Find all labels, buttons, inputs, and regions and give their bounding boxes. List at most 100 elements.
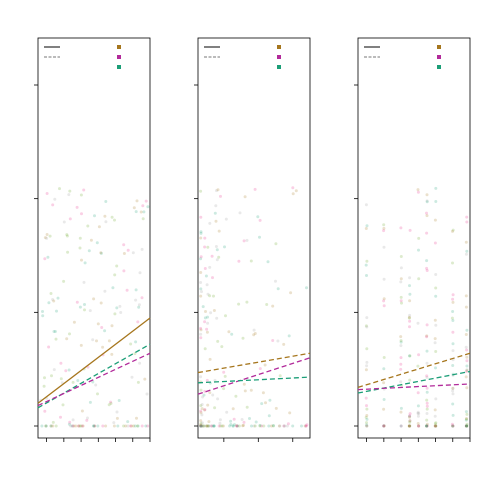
scatter-point [399,277,403,281]
scatter-point [382,424,386,427]
scatter-point [116,424,120,428]
scatter-point [399,226,403,230]
scatter-point [137,305,141,309]
scatter-point [43,257,47,261]
scatter-point [80,424,84,428]
scatter-point [433,422,437,426]
scatter-point [382,223,386,227]
scatter-point [231,424,235,428]
scatter-point [206,245,210,249]
scatter-point [52,368,56,372]
scatter-point [104,200,108,203]
scatter-point [43,409,47,413]
scatter-point [122,424,126,428]
scatter-point [139,210,143,214]
scatter-point [258,423,262,427]
scatter-point [212,424,216,428]
scatter-point [399,356,403,360]
scatter-point [134,288,138,292]
scatter-point [425,424,428,428]
scatter-point [46,255,50,259]
scatter-point [199,421,203,425]
scatter-point [434,186,438,190]
scatter-point [49,292,53,295]
scatter-point [291,192,295,196]
scatter-point [207,420,211,424]
scatter-point [212,309,216,312]
scatter-point [49,424,53,428]
scatter-point [76,379,80,382]
scatter-point [400,301,403,305]
scatter-point [262,424,266,428]
scatter-point [213,406,217,410]
scatter-point [241,336,245,340]
scatter-point [451,424,455,428]
scatter-point [113,218,116,222]
scatter-point [465,424,469,428]
scatter-point [465,215,469,219]
scatter-point [264,401,267,405]
scatter-point [222,370,226,374]
scatter-point [200,424,204,428]
scatter-point [199,375,203,379]
scatter-point [138,271,142,275]
scatter-point [199,257,203,261]
scatter-point [228,424,232,428]
scatter-point [271,304,275,308]
scatter-point [92,424,95,428]
scatter-point [85,418,89,422]
scatter-point [79,193,83,197]
scatter-point [407,315,411,319]
scatter-point [115,410,119,414]
scatter-point [113,273,117,277]
scatter-point [425,424,429,428]
scatter-point [56,296,60,300]
scatter-point [234,394,238,398]
scatter-point [425,374,429,378]
scatter-point [408,378,412,382]
scatter-point [243,195,247,199]
scatter-point [253,424,257,428]
scatter-point [43,236,47,240]
scatter-point [464,424,468,428]
scatter-point [101,345,105,349]
scatter-point [465,348,469,352]
scatter-point [408,424,412,428]
scatter-point [55,309,58,313]
scatter-point [267,414,271,418]
scatter-point [278,424,282,428]
scatter-point [199,411,203,415]
scatter-point [364,324,368,328]
scatter-point [382,226,386,230]
scatter-point [126,420,130,424]
scatter-point [464,424,468,428]
scatter-point [245,405,249,409]
scatter-point [97,225,101,229]
scatter-point [425,407,429,411]
scatter-point [86,416,89,420]
scatter-point [218,418,222,422]
scatter-point [51,420,55,424]
panel-3 [354,37,471,442]
scatter-point [399,424,403,428]
scatter-point [231,424,235,428]
scatter-point [451,319,455,322]
scatter-point [425,199,429,203]
scatter-point [199,215,203,219]
scatter-point [70,424,74,428]
scatter-point [204,424,208,428]
scatter-point [451,424,455,428]
scatter-point [433,424,437,428]
scatter-point [245,238,249,242]
scatter-point [365,347,369,351]
trend-line [37,343,151,409]
scatter-point [382,245,386,249]
scatter-point [399,295,403,299]
scatter-point [451,424,455,428]
scatter-point [451,300,455,304]
scatter-point [450,316,454,320]
scatter-point [382,407,386,411]
scatter-point [217,229,221,233]
scatter-point [65,233,69,237]
scatter-point [465,424,469,428]
